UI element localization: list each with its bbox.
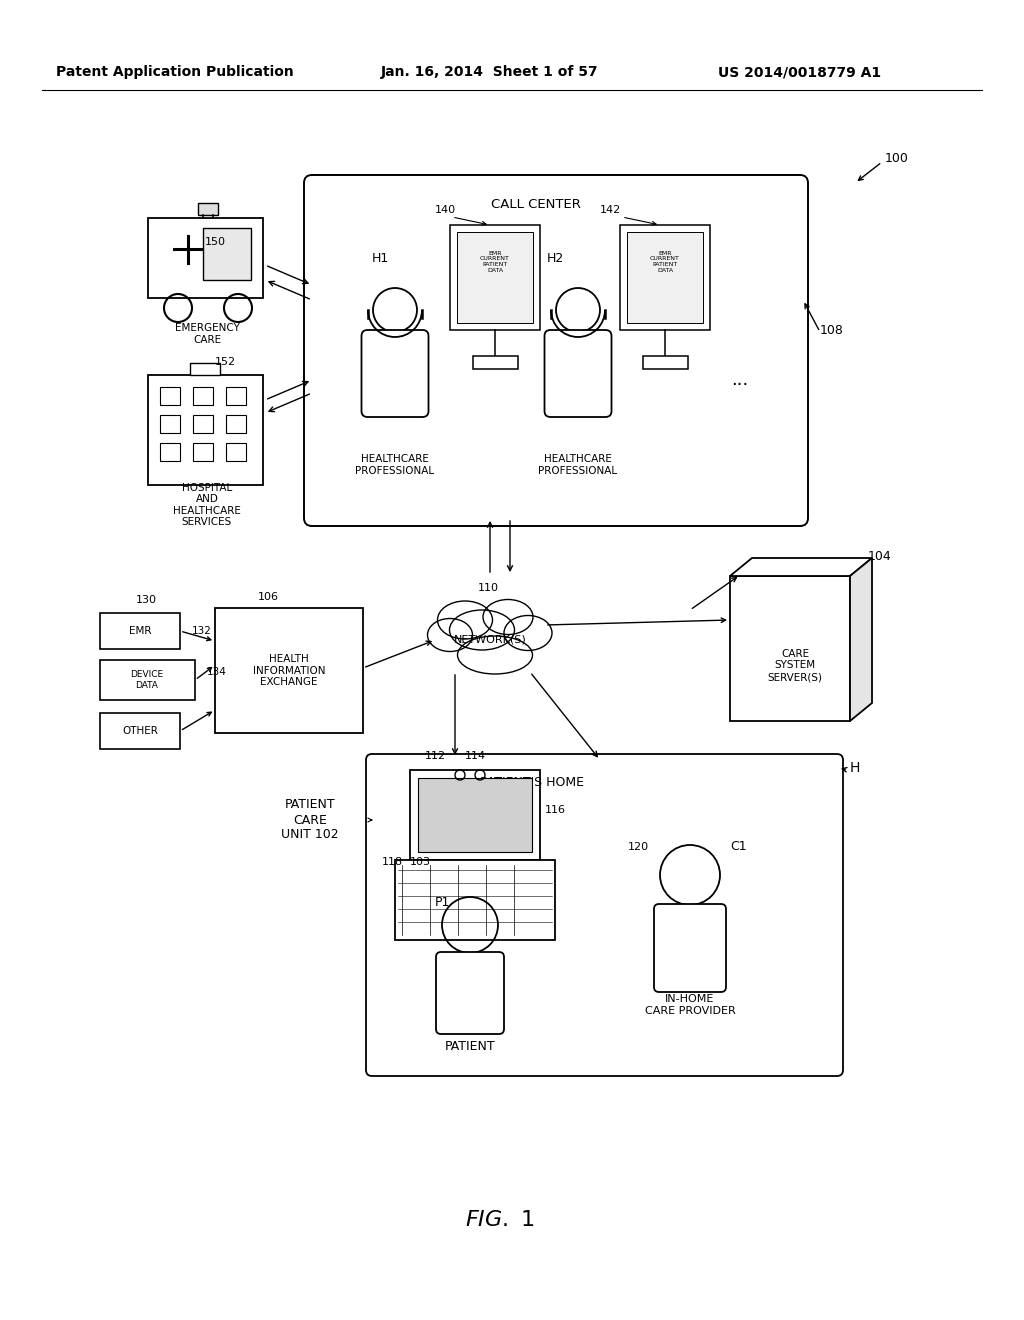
Text: NETWORK(S): NETWORK(S): [454, 635, 526, 645]
Text: 134: 134: [207, 667, 227, 677]
FancyBboxPatch shape: [436, 952, 504, 1034]
Bar: [193, 387, 213, 405]
Bar: [148, 218, 263, 298]
Ellipse shape: [450, 610, 514, 649]
Bar: [395, 861, 555, 940]
Text: IN-HOME
CARE PROVIDER: IN-HOME CARE PROVIDER: [645, 994, 735, 1016]
Bar: [457, 232, 532, 323]
Bar: [226, 444, 246, 461]
Text: 100: 100: [885, 152, 909, 165]
Bar: [410, 770, 540, 861]
Text: HOSPITAL
AND
HEALTHCARE
SERVICES: HOSPITAL AND HEALTHCARE SERVICES: [173, 483, 241, 528]
Text: 114: 114: [465, 751, 486, 762]
Text: CALL CENTER: CALL CENTER: [492, 198, 581, 211]
Text: OTHER: OTHER: [122, 726, 158, 737]
Ellipse shape: [458, 636, 532, 675]
Text: 132: 132: [193, 626, 212, 636]
Bar: [215, 609, 362, 733]
Text: EMR
CURRENT
PATIENT
DATA: EMR CURRENT PATIENT DATA: [480, 251, 510, 273]
Bar: [160, 387, 180, 405]
Bar: [730, 576, 850, 721]
Bar: [620, 224, 710, 330]
Bar: [472, 356, 517, 368]
Text: $\mathit{FIG.}\ 1$: $\mathit{FIG.}\ 1$: [465, 1210, 535, 1230]
Text: EMERGENCY
CARE: EMERGENCY CARE: [174, 323, 240, 345]
Text: 106: 106: [258, 591, 279, 602]
Text: Jan. 16, 2014  Sheet 1 of 57: Jan. 16, 2014 Sheet 1 of 57: [381, 65, 599, 79]
Bar: [418, 777, 532, 851]
Text: 142: 142: [600, 205, 622, 215]
Bar: [190, 363, 220, 375]
Bar: [226, 387, 246, 405]
Text: US 2014/0018779 A1: US 2014/0018779 A1: [719, 65, 882, 79]
Text: CARE
SYSTEM
SERVER(S): CARE SYSTEM SERVER(S): [768, 649, 822, 682]
FancyBboxPatch shape: [304, 176, 808, 525]
Text: ...: ...: [731, 371, 749, 389]
Text: 120: 120: [628, 842, 649, 851]
Text: 118: 118: [382, 857, 403, 867]
Bar: [450, 224, 540, 330]
Bar: [100, 660, 195, 700]
Text: HEALTHCARE
PROFESSIONAL: HEALTHCARE PROFESSIONAL: [539, 454, 617, 475]
Text: 150: 150: [205, 238, 226, 247]
Ellipse shape: [437, 601, 493, 639]
Text: EMR: EMR: [129, 626, 152, 636]
Bar: [160, 414, 180, 433]
Text: 108: 108: [820, 323, 844, 337]
Text: 112: 112: [425, 751, 446, 762]
Text: H: H: [850, 762, 860, 775]
Bar: [627, 232, 702, 323]
Text: 103: 103: [410, 857, 431, 867]
FancyBboxPatch shape: [361, 330, 428, 417]
Bar: [226, 414, 246, 433]
Text: 140: 140: [435, 205, 456, 215]
Text: 116: 116: [545, 805, 566, 814]
Text: H2: H2: [547, 252, 564, 264]
Text: 130: 130: [136, 595, 157, 605]
Ellipse shape: [483, 599, 534, 635]
Bar: [100, 713, 180, 748]
Text: EMR
CURRENT
PATIENT
DATA: EMR CURRENT PATIENT DATA: [650, 251, 680, 273]
Ellipse shape: [504, 615, 552, 651]
Bar: [203, 228, 251, 280]
Bar: [642, 356, 687, 368]
Text: Patent Application Publication: Patent Application Publication: [56, 65, 294, 79]
Polygon shape: [850, 558, 872, 721]
FancyBboxPatch shape: [366, 754, 843, 1076]
Text: 110: 110: [478, 583, 499, 593]
Text: PATIENT: PATIENT: [444, 1040, 496, 1053]
Text: DEVICE
DATA: DEVICE DATA: [130, 671, 164, 689]
Text: HEALTHCARE
PROFESSIONAL: HEALTHCARE PROFESSIONAL: [355, 454, 434, 475]
Bar: [193, 444, 213, 461]
Text: PATIENT'S HOME: PATIENT'S HOME: [480, 776, 584, 788]
Text: C1: C1: [730, 841, 746, 854]
Bar: [100, 612, 180, 649]
Text: P1: P1: [435, 895, 451, 908]
Text: 152: 152: [215, 356, 237, 367]
Text: PATIENT
CARE
UNIT 102: PATIENT CARE UNIT 102: [282, 799, 339, 842]
Text: 104: 104: [868, 549, 892, 562]
Bar: [198, 203, 218, 215]
FancyBboxPatch shape: [545, 330, 611, 417]
Text: HEALTH
INFORMATION
EXCHANGE: HEALTH INFORMATION EXCHANGE: [253, 653, 326, 688]
Polygon shape: [730, 558, 872, 576]
Bar: [160, 444, 180, 461]
FancyBboxPatch shape: [654, 904, 726, 993]
Ellipse shape: [427, 619, 472, 652]
Text: H1: H1: [372, 252, 389, 264]
Bar: [148, 375, 263, 484]
Bar: [193, 414, 213, 433]
